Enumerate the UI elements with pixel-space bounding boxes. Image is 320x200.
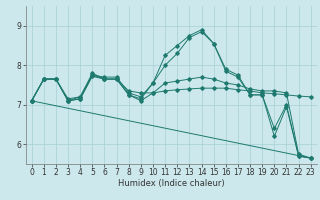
X-axis label: Humidex (Indice chaleur): Humidex (Indice chaleur)	[118, 179, 225, 188]
